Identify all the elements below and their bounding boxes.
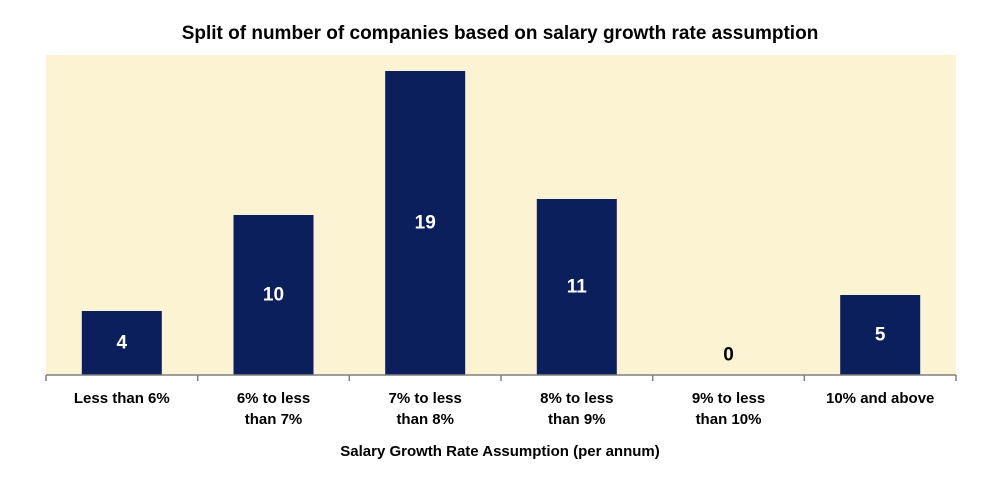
x-tick-label-line: 6% to less	[237, 390, 310, 407]
x-tick-label-line: 9% to less	[692, 390, 765, 407]
x-tick-label-line: than 10%	[696, 411, 762, 428]
x-axis-tick-labels: Less than 6% 6% to less than 7% 7% to less t…	[74, 390, 935, 428]
bar-6pct-to-less-than-7pct	[233, 215, 314, 375]
x-tick-label-10pct-and-above: 10% and above	[826, 390, 934, 407]
x-tick-label-line: 7% to less	[389, 390, 462, 407]
data-label-10pct-and-above: 5	[875, 325, 886, 346]
bars	[81, 71, 921, 375]
x-tick-label-7pct-to-less-than-8pct: 7% to less than 8%	[389, 390, 462, 428]
x-tick-label-9pct-to-less-than-10pct: 9% to less than 10%	[692, 390, 765, 428]
x-axis-ticks	[45, 375, 957, 381]
bar-7pct-to-less-than-8pct	[385, 71, 466, 375]
x-tick-label-line: 10% and above	[826, 390, 934, 407]
x-tick-label-line: than 9%	[548, 411, 606, 428]
x-axis-title: Salary Growth Rate Assumption (per annum…	[340, 443, 660, 460]
bar-10pct-and-above	[840, 295, 921, 375]
data-label-less-than-6pct: 4	[117, 333, 128, 354]
x-tick-label-6pct-to-less-than-7pct: 6% to less than 7%	[237, 390, 310, 428]
plot-area	[46, 55, 956, 375]
bar-less-than-6pct	[81, 311, 162, 375]
x-tick-label-less-than-6pct: Less than 6%	[74, 390, 170, 407]
data-label-9pct-to-less-than-10pct: 0	[723, 345, 734, 366]
data-labels: 4 10 19 11 0 5	[117, 213, 886, 366]
x-tick-label-line: than 8%	[396, 411, 454, 428]
data-label-6pct-to-less-than-7pct: 10	[263, 285, 284, 306]
x-tick-label-line: Less than 6%	[74, 390, 170, 407]
chart-title: Split of number of companies based on sa…	[182, 23, 819, 44]
x-tick-label-8pct-to-less-than-9pct: 8% to less than 9%	[540, 390, 613, 428]
x-tick-label-line: than 7%	[245, 411, 303, 428]
data-label-8pct-to-less-than-9pct: 11	[567, 277, 588, 298]
data-label-7pct-to-less-than-8pct: 19	[415, 213, 436, 234]
bar-8pct-to-less-than-9pct	[536, 199, 617, 375]
x-tick-label-line: 8% to less	[540, 390, 613, 407]
